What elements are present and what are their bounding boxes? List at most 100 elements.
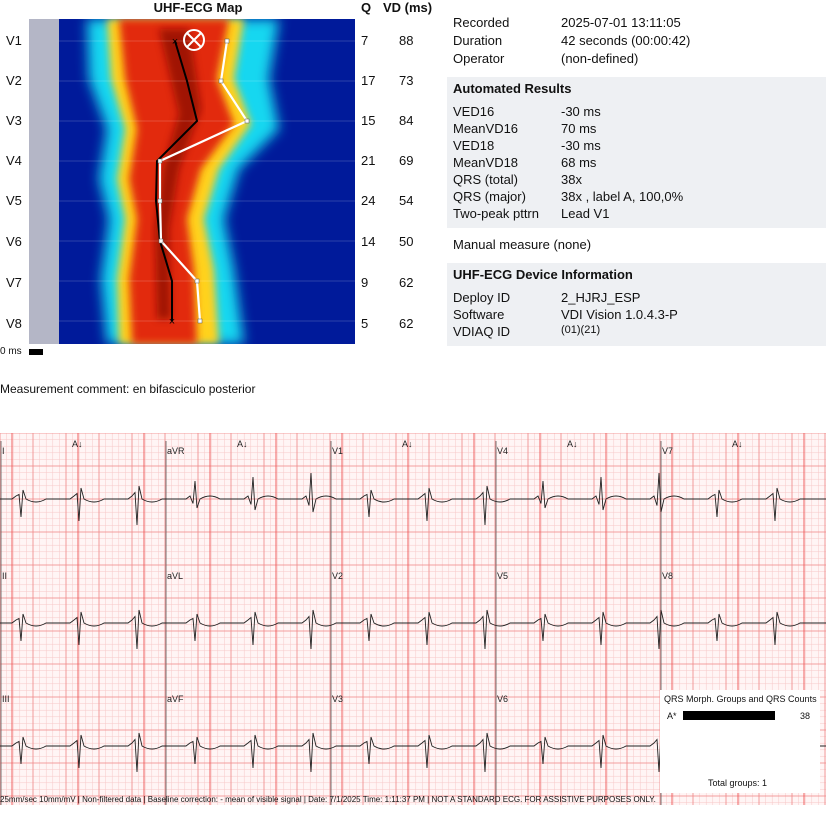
vd-activation-markers [157,38,250,324]
vd-value: 50 [399,234,414,249]
q-value: 9 [361,275,369,290]
result-row: VED18 -30 ms [453,138,823,154]
vd-value: 73 [399,73,414,88]
map-lead-label: V7 [6,275,22,290]
q-column-header: Q [361,0,372,15]
duration-label: Duration [453,33,503,48]
q-value: 5 [361,316,369,331]
vd-column-header: VD (ms) [383,0,433,15]
ecg-strip-panel [0,433,826,805]
q-activation-line [154,40,199,321]
q-value: 15 [361,113,376,128]
device-label: Deploy ID [453,290,511,305]
qrs-groups-box [660,690,820,793]
ecg-lead-label: V8 [662,571,674,581]
result-label: VED18 [453,138,495,153]
qrs-group-bar [683,711,775,720]
ecg-lead-label: aVF [167,694,184,704]
operator-row: Operator (non-defined) [453,51,823,67]
ecg-lead-label: V7 [662,446,674,456]
q-value: 14 [361,234,376,249]
q-activation-markers: × × [169,36,178,328]
result-value: -30 ms [561,104,601,119]
map-title: UHF-ECG Map [153,0,243,15]
result-label: VED16 [453,104,495,119]
uhf-ecg-heatmap: × × [29,19,355,344]
q-value: 7 [361,33,369,48]
svg-text:×: × [169,316,175,328]
result-row: QRS (major) 38x , label A, 100,0% [453,189,823,205]
beat-marker: A↓ [402,439,413,449]
result-row: VED16 -30 ms [453,104,823,120]
vd-value: 62 [399,275,414,290]
beat-marker: A↓ [237,439,248,449]
ecg-lead-label: V1 [332,446,344,456]
beat-marker: A↓ [567,439,578,449]
ecg-lead-label: aVR [167,446,185,456]
two-peak-marker-icon [183,29,205,51]
duration-row: Duration 42 seconds (00:00:42) [453,33,823,49]
ecg-trace [0,609,826,650]
qrs-group-label: A* [667,711,677,721]
device-label: VDIAQ ID [453,324,511,339]
result-row: MeanVD18 68 ms [453,155,823,171]
map-lead-label: V8 [6,316,22,331]
map-lead-label: V4 [6,153,22,168]
result-value: 38x [561,172,582,187]
result-row: QRS (total) 38x [453,172,823,188]
vd-value: 88 [399,33,414,48]
svg-text:×: × [172,36,178,48]
scale-bar [29,349,43,355]
device-info-title: UHF-ECG Device Information [453,267,633,282]
ecg-lead-label: V5 [497,571,509,581]
map-lead-label: V5 [6,193,22,208]
beat-marker: A↓ [732,439,743,449]
operator-value: (non-defined) [561,51,639,66]
qrs-group-count: 38 [800,711,811,721]
map-lead-label: V3 [6,113,22,128]
ecg-trace [0,472,826,526]
result-label: MeanVD16 [453,121,519,136]
result-label: QRS (major) [453,189,526,204]
result-value: 70 ms [561,121,597,136]
result-row: MeanVD16 70 ms [453,121,823,137]
ecg-lead-label: V6 [497,694,509,704]
device-value: 2_HJRJ_ESP [561,290,641,305]
lead-gridlines [59,40,355,322]
recorded-row: Recorded 2025-07-01 13:11:05 [453,15,823,31]
device-row: Software VDI Vision 1.0.4.3-P [453,307,823,323]
beat-marker: A↓ [72,439,83,449]
device-value: (01)(21) [561,324,601,336]
map-lead-label: V6 [6,234,22,249]
ecg-lead-label: II [2,571,8,581]
result-label: MeanVD18 [453,155,519,170]
device-row: VDIAQ ID (01)(21) [453,324,823,340]
device-value: VDI Vision 1.0.4.3-P [561,307,678,322]
ecg-lead-label: aVL [167,571,184,581]
ecg-lead-label: V2 [332,571,344,581]
qrs-groups-title: QRS Morph. Groups and QRS Counts [664,694,817,704]
device-row: Deploy ID 2_HJRJ_ESP [453,290,823,306]
result-label: Two-peak pttrn [453,206,539,221]
heatmap-left-strip [29,19,59,344]
recorded-value: 2025-07-01 13:11:05 [561,15,681,30]
vd-value: 69 [399,153,414,168]
manual-measure: Manual measure (none) [453,237,592,252]
operator-label: Operator [453,51,505,66]
ecg-footer: 25mm/sec 10mm/mV | Non-filtered data | B… [0,795,656,804]
result-row: Two-peak pttrn Lead V1 [453,206,823,222]
device-info-panel: UHF-ECG Device Information Deploy ID 2_H… [447,263,826,346]
result-value: 68 ms [561,155,597,170]
map-lead-label: V1 [6,33,22,48]
vd-value: 62 [399,316,414,331]
q-value: 17 [361,73,376,88]
duration-value: 42 seconds (00:00:42) [561,33,691,48]
q-value: 24 [361,193,376,208]
q-value: 21 [361,153,376,168]
scale-label: 0 ms [0,346,22,357]
ecg-lead-label: V3 [332,694,344,704]
vd-value: 84 [399,113,414,128]
vd-value: 54 [399,193,414,208]
device-label: Software [453,307,505,322]
qrs-total-groups: Total groups: 1 [708,778,768,788]
